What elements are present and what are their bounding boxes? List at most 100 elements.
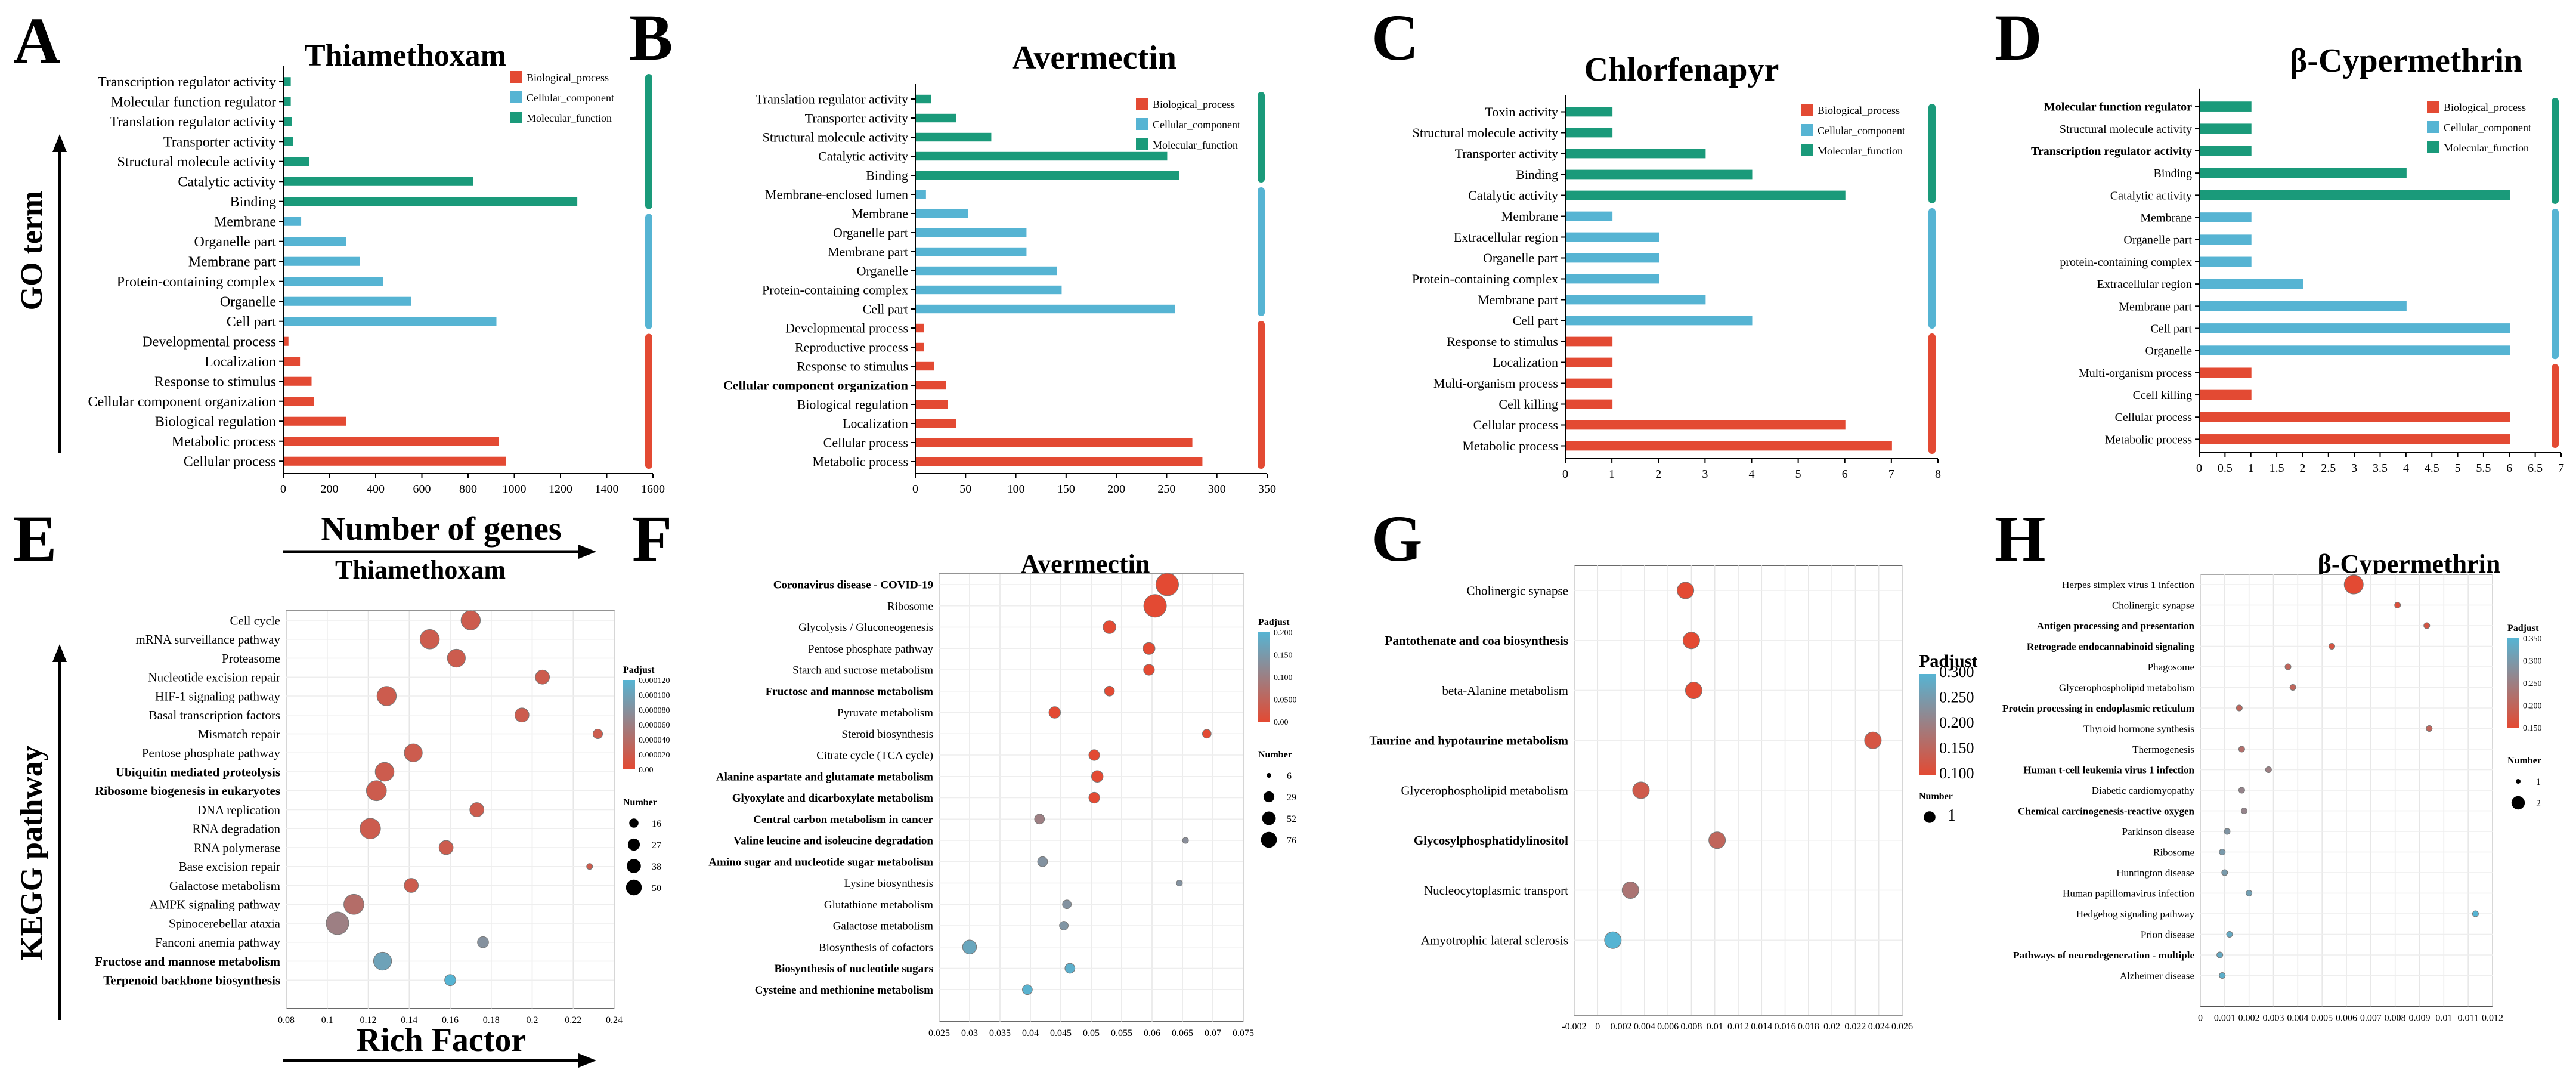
panel-h-label-phagosome: Phagosome bbox=[2148, 661, 2194, 673]
panel-a-label-membrane: Membrane bbox=[214, 215, 276, 230]
panel-f-label-cysteine-and-methionine-metabolism: Cysteine and methionine metabolism bbox=[755, 984, 933, 997]
panel-a-label-binding: Binding bbox=[230, 194, 276, 210]
panel-b-label-developmental-process: Developmental process bbox=[785, 321, 908, 336]
panel-a-label-cellular-process: Cellular process bbox=[184, 454, 276, 470]
panel-d-bar-protein-containing-complex bbox=[2200, 256, 2252, 267]
panel-a-bar-binding bbox=[284, 197, 578, 206]
panel-f-legend-number-label-76: 76 bbox=[1287, 836, 1296, 846]
panel-c-label-cell-part: Cell part bbox=[1513, 313, 1558, 328]
panel-f-x-tick-label-8: 0.065 bbox=[1172, 1028, 1193, 1038]
panel-d-label-catalytic-activity: Catalytic activity bbox=[2110, 189, 2192, 202]
panel-d-label-molecular-function-regulator: Molecular function regulator bbox=[2044, 101, 2192, 114]
panel-c-x-tick-label-1: 1 bbox=[1609, 468, 1615, 481]
panel-b-bar-catalytic-activity bbox=[916, 151, 1168, 161]
panel-h-label-prion-disease: Prion disease bbox=[2141, 929, 2194, 940]
panel-a-label-transporter-activity: Transporter activity bbox=[163, 135, 276, 150]
panel-b-x-tick-label-0: 0 bbox=[912, 483, 918, 496]
panel-g-point-pantothenate-and-coa-biosynthesis bbox=[1682, 632, 1700, 650]
panel-a-bar-organelle bbox=[284, 296, 411, 306]
panel-h-legend-number-label-2: 2 bbox=[2536, 799, 2541, 809]
panel-f-label-biosynthesis-of-nucleotide-sugars: Biosynthesis of nucleotide sugars bbox=[774, 963, 933, 975]
panel-h-label-thyroid-hormone-synthesis: Thyroid hormone synthesis bbox=[2083, 723, 2194, 734]
panel-h-label-protein-processing-in-endoplasmic-reticulum: Protein processing in endoplasmic reticu… bbox=[2002, 703, 2194, 714]
panel-b-x-tick-label-1: 50 bbox=[959, 483, 971, 496]
go-xlabel: Number of genes bbox=[321, 511, 561, 548]
panel-b-bar-membrane bbox=[916, 209, 968, 218]
panel-f-x-tick-label-9: 0.07 bbox=[1205, 1028, 1221, 1038]
kegg-xlabel-group: Rich Factor bbox=[283, 1022, 596, 1068]
panel-d-bar-molecular-function-regulator bbox=[2200, 101, 2252, 112]
panel-f-legend-number-label-52: 52 bbox=[1287, 814, 1296, 824]
panel-a-x-tick-label-0: 0 bbox=[280, 483, 286, 496]
panel-g-label-glycerophospholipid-metabolism: Glycerophospholipid metabolism bbox=[1401, 783, 1568, 797]
panel-b-bar-membrane-enclosed-lumen bbox=[916, 190, 926, 199]
panel-a-go-chart: Thiamethoxam 0 200 400 600 800 1000 1200 1400 160… bbox=[88, 39, 665, 496]
panel-a-bar-cellular-component-organization bbox=[284, 397, 314, 406]
panel-f-point-steroid-biosynthesis bbox=[1202, 729, 1212, 739]
panel-c-label-metabolic-process: Metabolic process bbox=[1462, 438, 1558, 453]
panel-d-x-tick-label-4: 2 bbox=[2299, 462, 2305, 475]
panel-b-title: Avermectin bbox=[1012, 39, 1176, 76]
panel-b-label-cell-part: Cell part bbox=[863, 302, 908, 317]
go-xlabel-group: Number of genes bbox=[283, 511, 596, 559]
panel-g-x-tick-label-12: 0.022 bbox=[1844, 1022, 1866, 1032]
panel-d-bar-membrane bbox=[2200, 212, 2252, 222]
panel-g-legend-padjust-tick-4: 0.100 bbox=[1939, 765, 1974, 782]
panel-g-label-amyotrophic-lateral-sclerosis: Amyotrophic lateral sclerosis bbox=[1421, 933, 1568, 948]
kegg-ylabel: KEGG pathway bbox=[15, 746, 49, 960]
panel-g-legend-number-label-1: 1 bbox=[1948, 806, 1956, 825]
panel-c-label-toxin-activity: Toxin activity bbox=[1485, 104, 1559, 119]
panel-b-legend-swatch-cellular-component bbox=[1136, 118, 1148, 130]
panel-f-point-fructose-and-mannose-metabolism bbox=[1104, 685, 1115, 697]
panel-h-x-tick-label-6: 0.006 bbox=[2336, 1013, 2357, 1023]
panel-c-bar-structural-molecule-activity bbox=[1566, 128, 1613, 138]
panel-e-legend-number-dot-38 bbox=[627, 859, 641, 873]
panel-g-legend-number-dot-1 bbox=[1924, 811, 1936, 823]
panel-letter-a: A bbox=[13, 4, 60, 77]
panel-h-point-alzheimer-disease bbox=[2219, 972, 2226, 979]
panel-f-x-tick-label-4: 0.045 bbox=[1050, 1028, 1072, 1038]
panel-d-bar-transcription-regulator-activity bbox=[2200, 146, 2252, 156]
panel-c-bar-catalytic-activity bbox=[1566, 190, 1846, 200]
panel-h-point-thyroid-hormone-synthesis bbox=[2426, 725, 2433, 732]
panel-g-legend-padjust-tick-2: 0.200 bbox=[1939, 714, 1974, 731]
panel-d-label-transcription-regulator-activity: Transcription regulator activity bbox=[2031, 145, 2192, 158]
panel-f-point-biosynthesis-of-cofactors bbox=[962, 939, 977, 954]
panel-a-label-cell-part: Cell part bbox=[227, 314, 277, 330]
panel-h-point-cholinergic-synapse bbox=[2394, 602, 2401, 608]
panel-e-point-base-excision-repair bbox=[586, 863, 593, 870]
panel-e-point-cell-cycle bbox=[460, 610, 481, 630]
panel-h-title: β-Cypermethrin bbox=[2318, 549, 2501, 579]
panel-b-bar-transporter-activity bbox=[916, 113, 956, 123]
panel-b-bar-response-to-stimulus bbox=[916, 361, 934, 371]
panel-f-legend-number-dot-29 bbox=[1263, 791, 1275, 803]
panel-f-label-ribosome: Ribosome bbox=[887, 600, 933, 613]
panel-e-legend-padjust-tick-3: 0.000060 bbox=[639, 721, 670, 730]
panel-b-legend: Biological_process Cellular_component Mole… bbox=[1136, 98, 1240, 151]
panel-g-legend-padjust-tick-0: 0.300 bbox=[1939, 663, 1974, 681]
panel-e-label-hif-1-signaling-pathway: HIF-1 signaling pathway bbox=[155, 689, 280, 703]
panel-e-legend-number-label-38: 38 bbox=[652, 862, 661, 872]
panel-e-point-basal-transcription-factors bbox=[514, 707, 530, 723]
panel-h-point-thermogenesis bbox=[2238, 746, 2245, 753]
panel-e-label-galactose-metabolism: Galactose metabolism bbox=[169, 879, 280, 893]
panel-b-go-chart: Avermectin 0 50 100 150 200 250 300 350 Translati… bbox=[723, 39, 1276, 496]
panel-b-x-tick-label-7: 350 bbox=[1258, 483, 1276, 496]
panel-a-label-response-to-stimulus: Response to stimulus bbox=[154, 375, 276, 390]
panel-g-point-nucleocytoplasmic-transport bbox=[1621, 882, 1639, 899]
panel-f-point-galactose-metabolism bbox=[1059, 921, 1069, 930]
panel-d-bracket-cc bbox=[2552, 208, 2559, 360]
panel-c-label-multi-organism-process: Multi-organism process bbox=[1433, 376, 1558, 391]
panel-d-x-tick-label-13: 6.5 bbox=[2528, 462, 2543, 475]
panel-b-x-tick-label-2: 100 bbox=[1007, 483, 1025, 496]
panel-h-point-huntington-disease bbox=[2221, 869, 2228, 876]
panel-c-x-tick-label-6: 6 bbox=[1842, 468, 1848, 481]
panel-g-x-tick-label-14: 0.026 bbox=[1891, 1022, 1913, 1032]
panel-g-x-tick-label-3: 0.004 bbox=[1634, 1022, 1655, 1032]
panel-h-x-tick-label-3: 0.003 bbox=[2263, 1013, 2284, 1023]
panel-letter-b: B bbox=[629, 1, 673, 74]
panel-a-label-catalytic-activity: Catalytic activity bbox=[178, 175, 276, 190]
panel-a-label-localization: Localization bbox=[205, 354, 276, 370]
